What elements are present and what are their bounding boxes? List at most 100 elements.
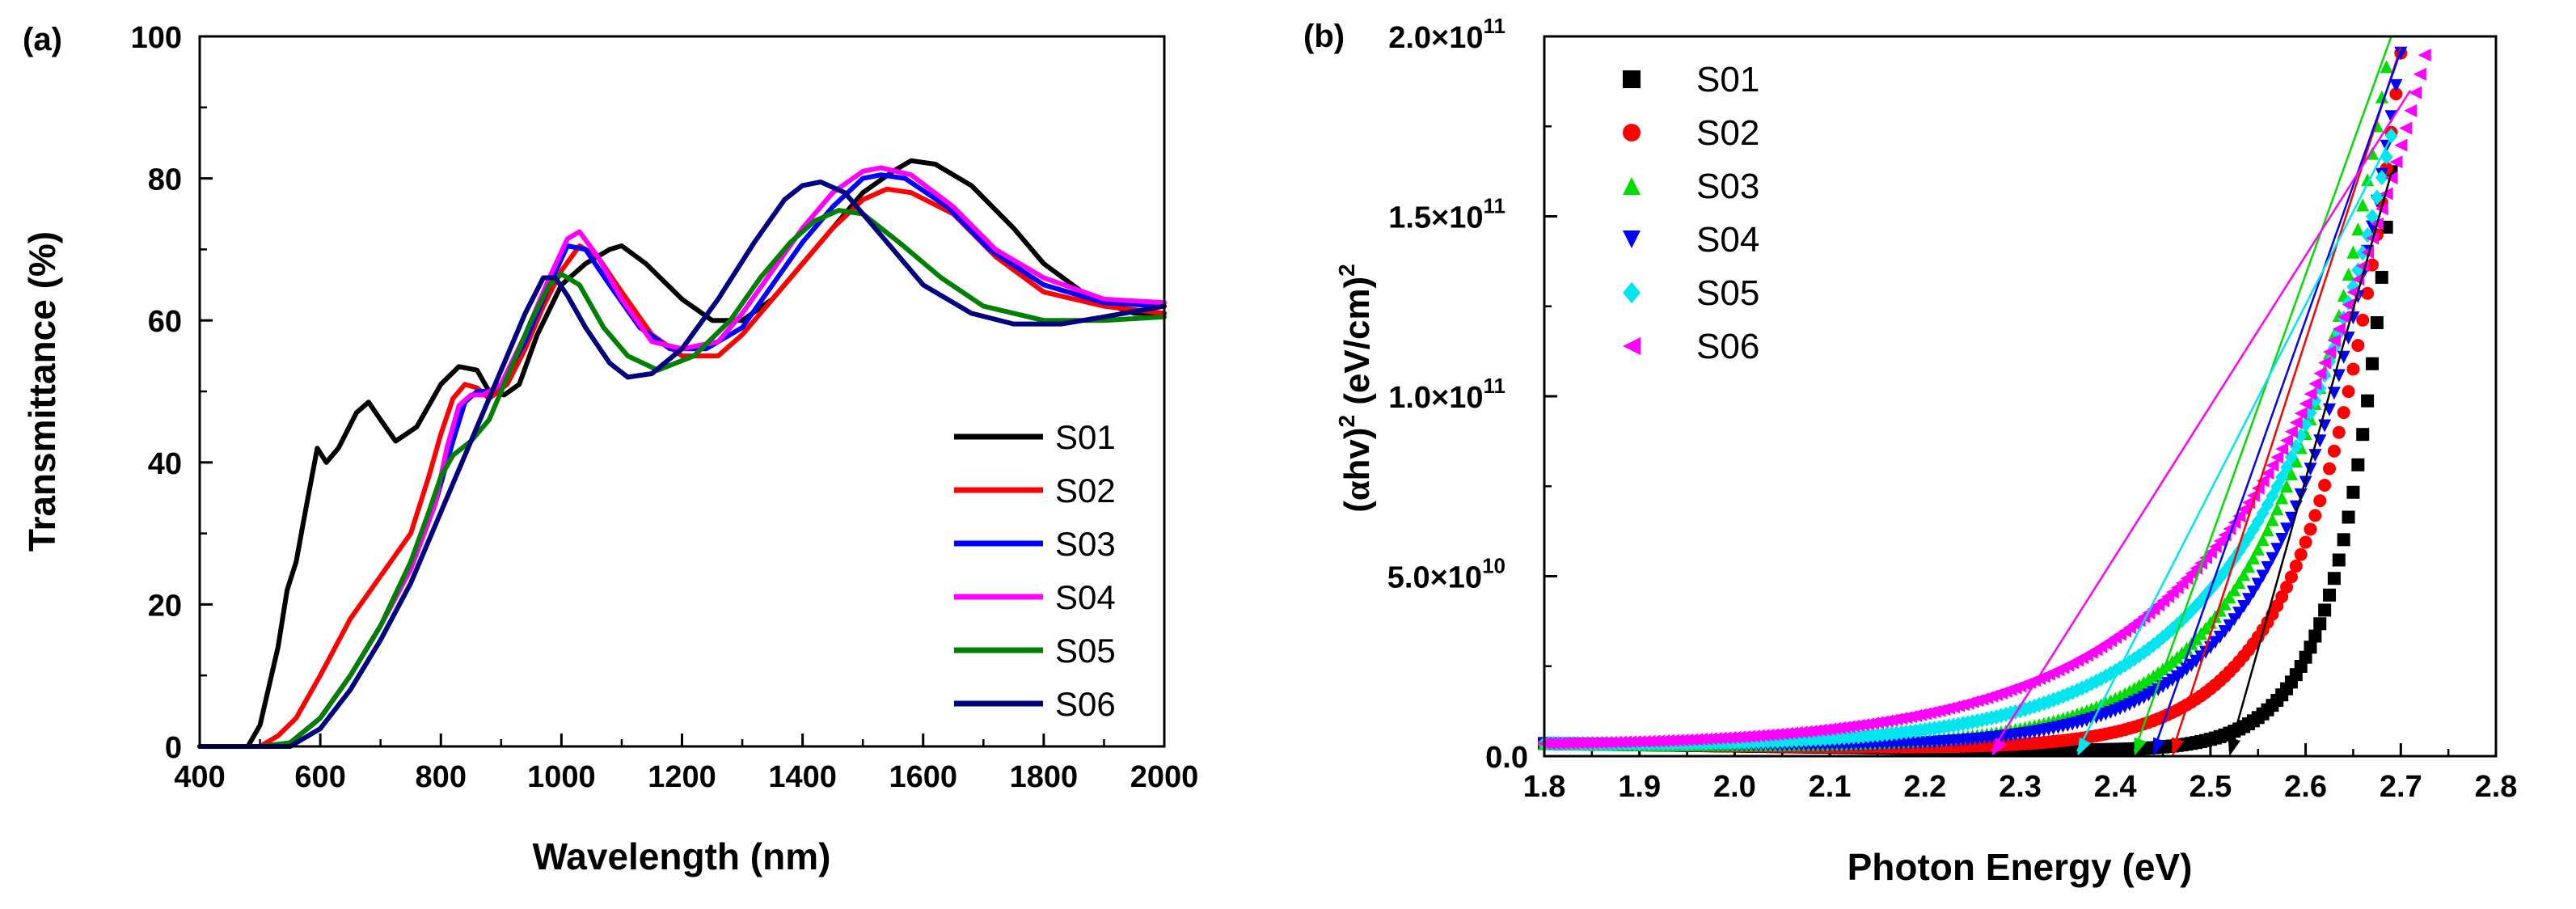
panel-b-data-point xyxy=(2089,673,2103,689)
panel-a-series-s06 xyxy=(197,180,1167,749)
panel-b-series-s04 xyxy=(1538,46,2408,752)
panel-b-data-point xyxy=(2337,406,2350,420)
panel-b-data-point xyxy=(2242,593,2255,607)
panel-b-data-point xyxy=(2266,552,2279,565)
panel-b-x-tick-label: 2.2 xyxy=(1903,770,1946,804)
panel-a-y-tick-label: 0 xyxy=(165,731,182,765)
panel-b-data-point xyxy=(2323,462,2337,476)
panel-b-data-point xyxy=(2342,385,2355,399)
panel-b-data-point xyxy=(2299,397,2312,411)
panel-b-data-point xyxy=(2346,245,2360,259)
panel-a-legend-label: S05 xyxy=(1055,632,1116,670)
panel-b-legend-label: S04 xyxy=(1696,220,1759,260)
panel-b-y-tick-label: 1.5×1011 xyxy=(1388,194,1505,235)
panel-b-data-point xyxy=(2261,560,2274,574)
panel-b-data-point xyxy=(2284,449,2298,465)
panel-a-x-tick-label: 1400 xyxy=(768,760,837,794)
panel-b-data-point xyxy=(2223,590,2236,604)
panel-b-data-point xyxy=(2399,121,2413,135)
panel-b-y-tick-label: 5.0×1010 xyxy=(1387,554,1505,595)
panel-b-data-point xyxy=(2270,502,2284,516)
panel-b-data-point xyxy=(2318,603,2332,617)
panel-b-x-tick-label: 2.8 xyxy=(2475,770,2518,804)
panel-b-data-point xyxy=(2313,617,2327,631)
panel-b-data-point xyxy=(2094,670,2108,687)
panel-b-data-point xyxy=(2356,428,2370,442)
panel-b-data-point xyxy=(2218,597,2232,611)
panel-b-x-tick-label: 2.7 xyxy=(2380,770,2422,804)
panel-b-legend-marker xyxy=(1623,230,1641,248)
panel-b-legend-marker xyxy=(1623,177,1641,195)
panel-b-data-point xyxy=(2289,454,2303,468)
panel-b-y-tick-label: 2.0×1011 xyxy=(1388,14,1505,55)
panel-b-data-point xyxy=(2275,590,2289,603)
panel-b-data-point xyxy=(2318,478,2332,492)
panel-b-band-gap-arrow xyxy=(2153,737,2166,756)
panel-a-label: (a) xyxy=(23,22,62,57)
panel-b-x-tick-label: 2.0 xyxy=(1713,770,1756,804)
panel-b-plot-frame xyxy=(1543,35,2498,758)
panel-b-data-point xyxy=(2418,49,2431,62)
panel-a-legend-label: S01 xyxy=(1055,418,1116,456)
panel-b-data-point xyxy=(2280,433,2294,447)
panel-a-x-axis-label: Wavelength (nm) xyxy=(533,835,831,877)
panel-b-data-point xyxy=(2232,607,2246,620)
panel-b-data-point xyxy=(2356,313,2370,327)
panel-b-data-point xyxy=(2165,621,2179,637)
panel-b-data-point xyxy=(2389,87,2403,101)
panel-b-data-point xyxy=(2346,485,2360,499)
panel-b-band-gap-arrow xyxy=(2077,737,2092,756)
panel-b-data-point xyxy=(2251,577,2265,591)
panel-b-data-point xyxy=(2213,534,2227,548)
panel-a-series-s02 xyxy=(197,186,1167,749)
panel-b-band-gap-arrow xyxy=(2134,737,2147,756)
panel-b-data-point xyxy=(2280,580,2294,594)
panel-b-data-point xyxy=(2361,173,2375,187)
panel-b-data-point xyxy=(2275,533,2289,546)
panel-b-data-point xyxy=(2289,438,2303,454)
panel-b-data-point xyxy=(2284,511,2298,525)
panel-b-data-point xyxy=(2332,322,2346,336)
panel-b-data-point xyxy=(2346,362,2360,376)
panel-b-data-point xyxy=(2313,494,2327,508)
panel-b-data-point xyxy=(2199,587,2212,603)
panel-b-data-point xyxy=(2409,86,2422,99)
panel-b-data-point xyxy=(2342,298,2355,311)
panel-b-fit-line-s01 xyxy=(2228,172,2392,752)
panel-b-data-point xyxy=(2284,570,2298,584)
panel-b-data-point xyxy=(2237,536,2251,552)
panel-b-data-point xyxy=(2275,491,2289,505)
panel-b-data-point xyxy=(2294,428,2308,444)
panel-b-band-gap-arrow xyxy=(2172,737,2185,756)
panel-b-data-point xyxy=(2208,540,2222,553)
panel-b-data-point xyxy=(2342,268,2355,281)
panel-b-data-point xyxy=(2237,568,2251,581)
panel-b-data-point xyxy=(2323,588,2337,602)
panel-b-data-point xyxy=(2332,425,2346,439)
panel-b-legend-marker xyxy=(1623,70,1641,88)
panel-b-data-point xyxy=(2266,513,2279,526)
panel-b-series-s03 xyxy=(1538,60,2393,751)
panel-b-data-point xyxy=(2232,509,2246,523)
panel-b-data-point xyxy=(2280,480,2294,493)
panel-b-data-point xyxy=(2308,509,2322,522)
panel-b-label: (b) xyxy=(1303,19,1345,54)
panel-b-y-tick-label: 1.0×1011 xyxy=(1388,374,1505,415)
panel-b-legend-marker xyxy=(1623,124,1641,142)
panel-b-data-point xyxy=(2308,449,2322,463)
panel-b-data-point xyxy=(2256,569,2270,583)
panel-b-data-point xyxy=(2237,600,2251,613)
panel-b-series-s01 xyxy=(1538,165,2398,757)
panel-b-data-point xyxy=(2104,666,2118,682)
panel-b-data-point xyxy=(2299,650,2312,664)
panel-b-x-tick-label: 2.6 xyxy=(2284,770,2327,804)
panel-a-legend-label: S06 xyxy=(1055,685,1116,723)
panel-b-data-point xyxy=(2294,548,2308,561)
panel-a-plot-frame xyxy=(198,35,1166,748)
panel-b-data-point xyxy=(2261,523,2274,537)
panel-a-x-tick-label: 600 xyxy=(294,760,345,794)
panel-b-data-point xyxy=(2275,442,2289,456)
panel-b-data-point xyxy=(2242,560,2255,573)
panel-b-data-point xyxy=(2337,533,2350,547)
panel-a-series-s05 xyxy=(197,208,1167,749)
